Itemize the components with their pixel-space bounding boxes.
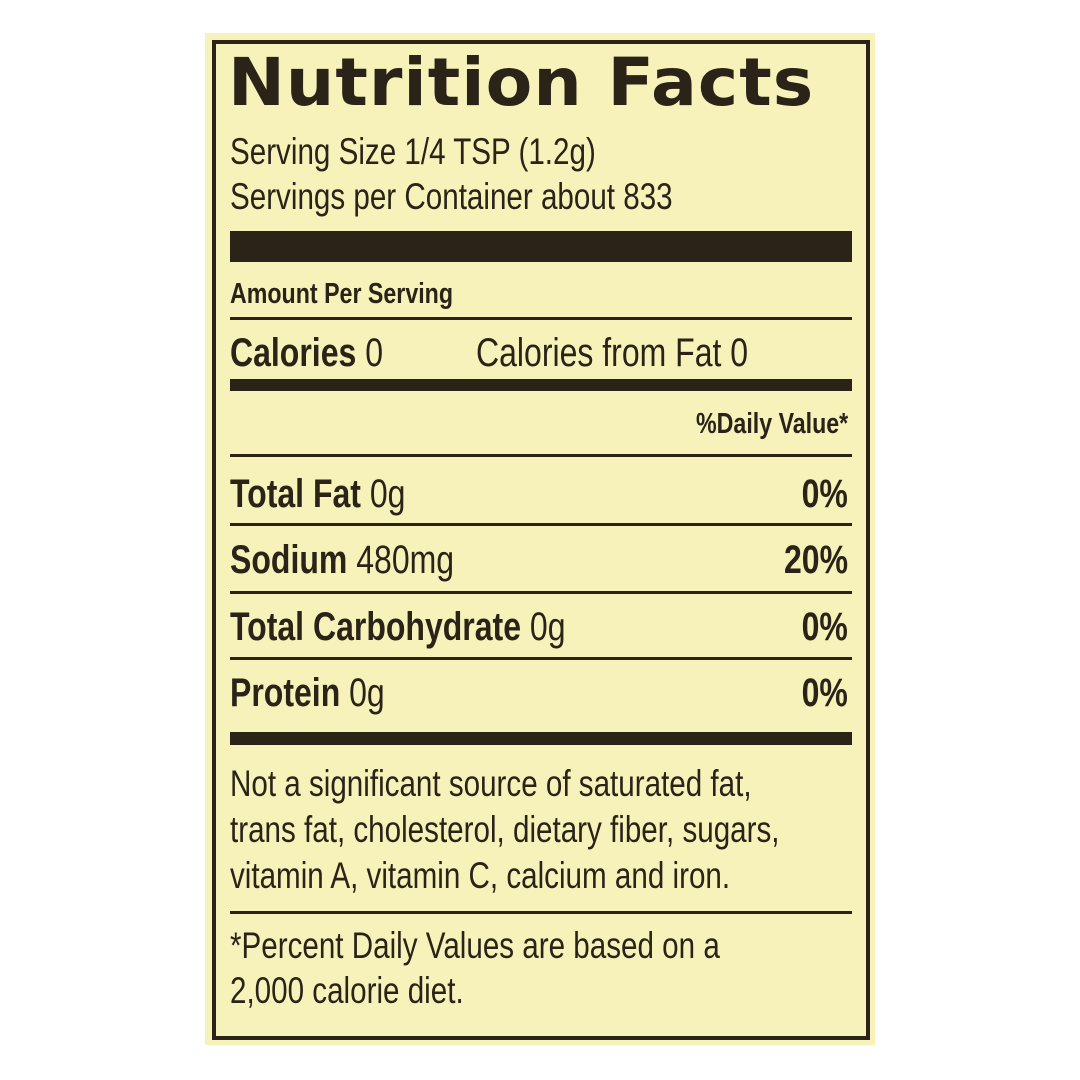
nutrient-amount: 480mg — [356, 538, 455, 582]
serving-size: Serving Size 1/4 TSP (1.2g) — [230, 131, 596, 172]
calories-label: Calories — [230, 331, 357, 375]
nutrient-dv: 0% — [801, 472, 848, 516]
nutrient-amount: 0g — [349, 671, 385, 715]
nutrient-row-protein: Protein 0g — [230, 673, 385, 713]
nutrient-dv: 20% — [783, 538, 848, 582]
medium-divider — [230, 379, 852, 391]
medium-divider — [230, 732, 852, 745]
thin-divider — [230, 591, 852, 594]
not-significant-line: vitamin A, vitamin C, calcium and iron. — [230, 855, 731, 896]
nutrient-dv: 0% — [801, 605, 848, 649]
servings-per-container: Servings per Container about 833 — [230, 176, 673, 217]
not-significant-line: trans fat, cholesterol, dietary fiber, s… — [230, 809, 780, 850]
nutrient-name: Sodium — [230, 538, 348, 582]
thin-divider — [230, 911, 852, 914]
nutrition-label-border — [212, 40, 870, 1040]
nutrient-row-total-carbohydrate: Total Carbohydrate 0g — [230, 607, 566, 647]
label-title: Nutrition Facts — [228, 44, 815, 121]
calories-row: Calories 0 — [230, 333, 383, 373]
nutrient-name: Total Fat — [230, 472, 361, 516]
thin-divider — [230, 454, 852, 457]
nutrient-row-sodium: Sodium 480mg — [230, 540, 454, 580]
amount-per-serving: Amount Per Serving — [230, 278, 454, 310]
nutrient-amount: 0g — [369, 472, 406, 516]
not-significant-line: Not a significant source of saturated fa… — [230, 763, 752, 804]
thin-divider — [230, 657, 852, 660]
nutrient-name: Protein — [230, 671, 341, 715]
calories-from-fat: Calories from Fat 0 — [476, 331, 749, 375]
footnote-line: *Percent Daily Values are based on a — [230, 925, 720, 966]
footnote-line: 2,000 calorie diet. — [230, 970, 464, 1011]
thin-divider — [230, 523, 852, 526]
nutrition-label-panel — [205, 33, 875, 1045]
thick-divider — [230, 231, 852, 262]
daily-value-header: %Daily Value* — [695, 408, 848, 440]
nutrient-dv: 0% — [801, 671, 848, 715]
calories-value: 0 — [365, 331, 383, 375]
thin-divider — [230, 317, 852, 320]
nutrient-name: Total Carbohydrate — [230, 605, 521, 649]
nutrient-row-total-fat: Total Fat 0g — [230, 474, 405, 514]
nutrient-amount: 0g — [529, 605, 566, 649]
